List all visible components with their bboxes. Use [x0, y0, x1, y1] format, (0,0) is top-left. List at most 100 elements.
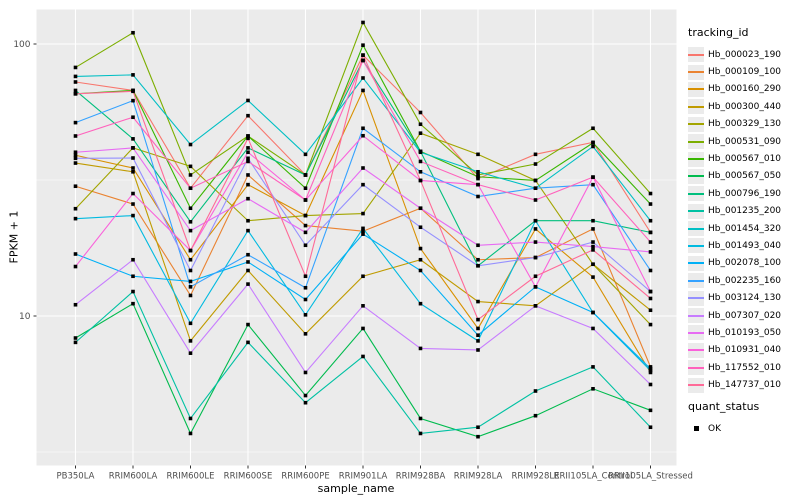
data-point: [476, 257, 480, 262]
black-square-point-icon: [693, 426, 699, 432]
data-point: [131, 301, 135, 306]
data-point: [188, 339, 193, 343]
data-point: [533, 285, 538, 289]
data-point: [73, 74, 78, 79]
data-point: [361, 182, 365, 187]
data-point: [303, 213, 308, 218]
data-point: [418, 268, 423, 273]
data-point: [361, 126, 365, 131]
data-point: [246, 340, 250, 345]
legend-entry: Hb_000160_290: [688, 81, 800, 98]
legend-key: [688, 203, 704, 219]
legend-entry-label: Hb_000160_290: [708, 84, 782, 95]
data-point: [591, 175, 595, 179]
tracking-id-legend: tracking_id Hb_000023_190 Hb_000109_100 Hb…: [688, 26, 800, 394]
y-tick-label: 10: [19, 312, 31, 322]
data-point: [418, 110, 423, 115]
data-point: [303, 186, 308, 191]
data-point: [648, 370, 653, 375]
data-point: [591, 227, 595, 231]
data-point: [591, 386, 595, 391]
data-point: [361, 229, 365, 234]
data-point: [73, 153, 78, 158]
data-point: [591, 144, 595, 149]
data-points: [73, 20, 653, 439]
legend-entry-label: Hb_007307_020: [708, 310, 782, 321]
legend-key: [688, 134, 704, 150]
data-point: [131, 169, 135, 174]
data-point: [188, 164, 193, 169]
x-tick-label: RRIM928LE: [512, 472, 560, 482]
legend-entries: Hb_000023_190 Hb_000109_100 Hb_000160_290 H…: [688, 46, 800, 394]
data-point: [131, 156, 135, 160]
legend-entry-label: Hb_000531_090: [708, 136, 782, 147]
x-tick-label: RRIM600PE: [281, 472, 329, 482]
legend-key: [688, 151, 704, 167]
data-point: [303, 230, 308, 235]
legend-entry: OK: [688, 420, 800, 437]
x-tick-label: RRII105LA_Stressed: [608, 472, 693, 482]
legend-key-line-icon: [688, 384, 704, 387]
legend-entry: Hb_117552_010: [688, 359, 800, 376]
data-point: [246, 136, 250, 141]
x-tick-label: RRIM928BA: [396, 472, 446, 482]
x-tick-label: RRIM600LE: [167, 472, 215, 482]
x-tick-label: RRIM600LA: [109, 472, 158, 482]
data-point: [591, 240, 595, 244]
legend-entry-label: Hb_003124_130: [708, 293, 782, 304]
data-point: [361, 58, 365, 63]
data-point: [131, 289, 135, 294]
data-point: [73, 302, 78, 307]
data-point: [476, 333, 480, 337]
legend-key-line-icon: [688, 192, 704, 195]
data-point: [476, 174, 480, 179]
x-tick-label: RRIM600SE: [224, 472, 273, 482]
data-point: [476, 317, 480, 322]
x-axis-title: sample_name: [317, 482, 395, 495]
data-point: [648, 230, 653, 235]
data-point: [246, 228, 250, 233]
data-point: [476, 434, 480, 439]
data-point: [476, 348, 480, 352]
data-point: [131, 213, 135, 218]
legend-key-line-icon: [688, 279, 704, 282]
data-point: [246, 252, 250, 257]
data-point: [418, 159, 423, 164]
data-point: [73, 92, 78, 96]
legend-entry: Hb_007307_020: [688, 307, 800, 324]
data-point: [188, 321, 193, 326]
data-point: [648, 366, 653, 371]
data-point: [533, 186, 538, 191]
data-point: [131, 146, 135, 150]
legend-entry-label: Hb_002078_100: [708, 258, 782, 269]
legend-key-line-icon: [688, 210, 704, 213]
data-point: [303, 393, 308, 398]
data-point: [131, 274, 135, 279]
legend-entry: Hb_002078_100: [688, 255, 800, 272]
legend-key: [688, 342, 704, 358]
data-point: [246, 260, 250, 264]
data-point: [648, 218, 653, 223]
legend-key-line-icon: [688, 244, 704, 247]
legend-key-line-icon: [688, 123, 704, 126]
data-point: [533, 255, 538, 260]
data-point: [476, 299, 480, 304]
data-point: [648, 240, 653, 244]
data-point: [188, 142, 193, 147]
data-point: [361, 226, 365, 231]
data-point: [303, 313, 308, 317]
data-point: [73, 156, 78, 161]
data-point: [418, 225, 423, 230]
legend-key-line-icon: [688, 262, 704, 265]
data-point: [73, 80, 78, 84]
data-point: [533, 227, 538, 231]
data-point: [591, 182, 595, 187]
data-point: [476, 243, 480, 248]
data-point: [533, 304, 538, 308]
data-point: [188, 431, 193, 436]
legend-key-line-icon: [688, 53, 704, 56]
legend-entry-label: Hb_010931_040: [708, 345, 782, 356]
data-point: [188, 268, 193, 273]
